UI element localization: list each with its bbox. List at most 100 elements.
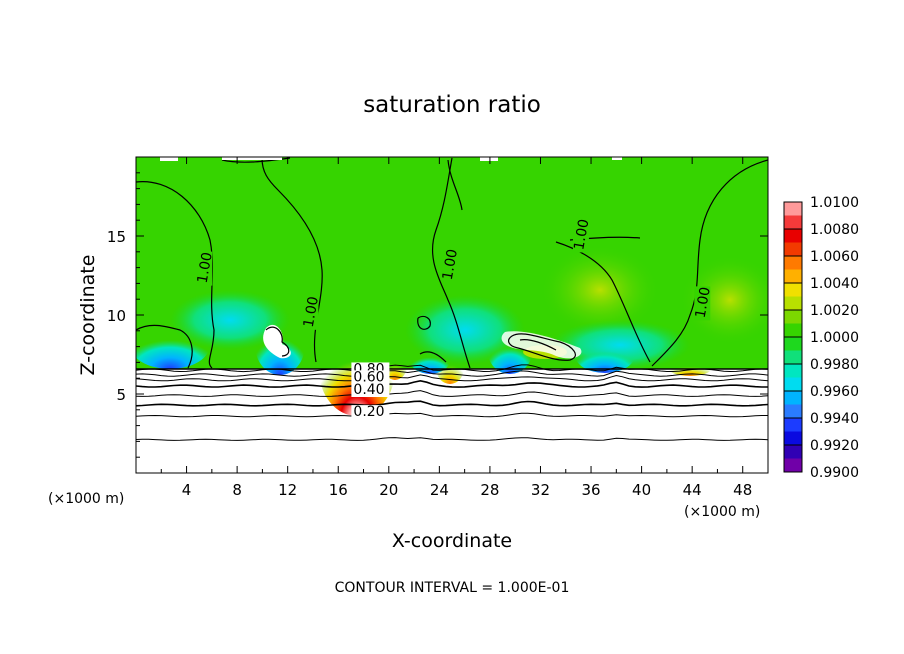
contour-line xyxy=(136,400,768,407)
colorbar-tick-label: 0.9920 xyxy=(810,438,859,454)
field-patch xyxy=(680,255,768,345)
colorbar-band xyxy=(784,256,802,270)
contour-label-bg xyxy=(441,248,458,283)
contour-label-bg xyxy=(196,251,213,286)
x-tick-label: 20 xyxy=(379,481,398,499)
x-tick-label: 44 xyxy=(683,481,702,499)
field-patch xyxy=(501,331,582,359)
speckle xyxy=(480,157,498,161)
contour-line xyxy=(265,326,290,357)
y-tick-label: 15 xyxy=(107,228,126,246)
colorbar-tick-label: 1.0100 xyxy=(810,195,859,211)
x-tick-label: 28 xyxy=(480,481,499,499)
colorbar-tick-label: 0.9940 xyxy=(810,411,859,427)
colorbar-tick-label: 0.9960 xyxy=(810,384,859,400)
contour-label: 1.00 xyxy=(195,251,216,284)
field-patch xyxy=(575,337,635,373)
contour-line xyxy=(417,315,431,330)
speckle xyxy=(612,157,622,160)
contour-line xyxy=(221,157,291,163)
colorbar-band xyxy=(784,350,802,365)
colorbar-band xyxy=(784,391,802,405)
colorbar-band xyxy=(784,283,802,297)
contour-line xyxy=(136,324,193,369)
x-tick-label: 32 xyxy=(531,481,550,499)
contour-label-bg xyxy=(351,405,390,420)
contour-label: 1.00 xyxy=(301,295,322,328)
x-tick-label: 4 xyxy=(182,481,192,499)
contour-labels: 1.001.001.001.001.000.800.600.400.20 xyxy=(195,218,714,420)
x-tick-label: 8 xyxy=(232,481,242,499)
colorbar-band xyxy=(784,364,802,378)
x-tick-label: 12 xyxy=(278,481,297,499)
colorbar-tick-label: 1.0020 xyxy=(810,303,859,319)
contour-line xyxy=(419,351,447,363)
contour-label: 1.00 xyxy=(693,286,714,319)
y-axis: 5 10 15 xyxy=(107,172,768,458)
contour-label-bg xyxy=(694,286,711,321)
colorbar-band xyxy=(784,296,802,311)
field-patch xyxy=(668,360,712,376)
stable-layer-contours xyxy=(136,364,768,441)
contour-line xyxy=(508,333,576,361)
contour-line xyxy=(447,159,463,211)
x-tick-label: 48 xyxy=(733,481,752,499)
contour-label: 0.60 xyxy=(353,369,384,385)
colorbar-band xyxy=(784,418,802,432)
colorbar-band xyxy=(784,229,802,243)
contour-label: 0.40 xyxy=(353,382,384,398)
field-patch xyxy=(136,321,210,369)
contour-label: 0.20 xyxy=(353,404,384,420)
x-axis: 4 8 12 16 20 24 28 32 36 40 44 48 xyxy=(160,157,752,499)
contour-line xyxy=(136,437,768,441)
y-tick-label: 5 xyxy=(116,386,126,404)
x-tick-label: 40 xyxy=(632,481,651,499)
colorbar-band xyxy=(784,431,802,446)
x-axis-unit-right: (×1000 m) xyxy=(684,504,760,520)
plot-area xyxy=(136,157,768,473)
x-axis-label: X-coordinate xyxy=(392,530,512,552)
colorbar-band xyxy=(784,323,802,338)
colorbar-band xyxy=(784,337,802,351)
y-tick-label: 10 xyxy=(107,307,126,325)
contour-line xyxy=(519,339,557,351)
contour-line xyxy=(136,374,768,382)
field-patch xyxy=(436,352,464,384)
colorbar-tick-label: 1.0040 xyxy=(810,276,859,292)
colorbar-band xyxy=(784,404,802,419)
contour-label: 1.00 xyxy=(571,218,592,251)
top-edge-speckles xyxy=(160,157,622,161)
contour-label: 1.00 xyxy=(440,248,461,281)
colorbar-band xyxy=(784,377,802,392)
contour-label-bg xyxy=(572,218,589,253)
colorbar-band xyxy=(784,310,802,324)
chart-title: saturation ratio xyxy=(363,92,541,118)
speckle xyxy=(222,157,282,160)
contour-label-bg xyxy=(351,370,390,385)
contour-interval-note: CONTOUR INTERVAL = 1.000E-01 xyxy=(335,580,570,596)
contour-line xyxy=(136,390,768,397)
contour-label-bg xyxy=(351,383,390,397)
x-tick-label: 36 xyxy=(581,481,600,499)
colorbar-band xyxy=(784,242,802,257)
colorbar-band xyxy=(784,269,802,284)
contour-line xyxy=(136,181,215,369)
speckle xyxy=(160,157,178,161)
contour-line xyxy=(431,157,471,369)
contour-line xyxy=(136,364,768,373)
colorbar-tick-label: 1.0080 xyxy=(810,222,859,238)
field-patch xyxy=(263,324,291,359)
colorbar-band xyxy=(784,202,802,216)
colorbar: 1.0100 1.0080 1.0060 1.0040 1.0020 1.0000 0.99… xyxy=(783,195,859,481)
colorbar-tick-label: 1.0000 xyxy=(810,330,859,346)
colorbar-band xyxy=(784,458,802,473)
contour-line xyxy=(136,369,768,377)
x-tick-label: 16 xyxy=(329,481,348,499)
colorbar-tick-label: 0.9900 xyxy=(810,465,859,481)
colorbar-band xyxy=(784,445,802,459)
colorbar-tick-label: 0.9980 xyxy=(810,357,859,373)
x-tick-label: 24 xyxy=(430,481,449,499)
contour-line xyxy=(651,159,768,367)
x-axis-unit-left: (×1000 m) xyxy=(48,491,124,507)
